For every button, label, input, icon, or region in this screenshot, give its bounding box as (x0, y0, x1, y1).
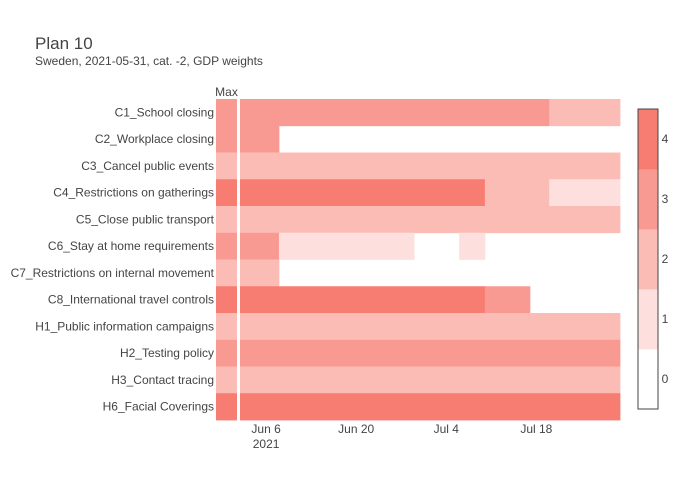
heatmap-cell (240, 366, 621, 394)
max-cell (216, 179, 237, 207)
heatmap-cell (240, 339, 621, 367)
x-tick-label: Jul 4 (434, 422, 460, 436)
heatmap-cell (240, 206, 621, 234)
row-label: H3_Contact tracing (111, 373, 214, 387)
row-label: C5_Close public transport (76, 212, 215, 226)
heatmap-cell (240, 232, 280, 260)
max-cell (216, 366, 237, 394)
max-cell (216, 313, 237, 341)
chart-subtitle: Sweden, 2021-05-31, cat. -2, GDP weights (35, 54, 263, 68)
row-label: C2_Workplace closing (95, 132, 214, 146)
row-label: C6_Stay at home requirements (48, 239, 214, 253)
colorbar-band (638, 349, 658, 410)
heatmap-cell (240, 259, 280, 287)
row-label: C1_School closing (115, 105, 214, 119)
heatmap-cell (240, 125, 280, 153)
row-label: C4_Restrictions on gatherings (53, 186, 214, 200)
x-tick-label: Jun 20 (338, 422, 374, 436)
x-tick-label: Jul 18 (520, 422, 552, 436)
max-cell (216, 393, 237, 421)
row-label: C8_International travel controls (48, 293, 214, 307)
max-cell (216, 339, 237, 367)
colorbar-outline (637, 108, 659, 410)
heatmap-cell (240, 99, 550, 127)
heatmap-cell (240, 286, 486, 314)
max-separator (237, 99, 240, 420)
heatmap-cell (549, 179, 621, 207)
max-cell (216, 286, 237, 314)
max-cell (216, 206, 237, 234)
row-label: C7_Restrictions on internal movement (11, 266, 215, 280)
colorbar-band (638, 169, 658, 230)
heatmap-cell (240, 313, 621, 341)
row-label: H2_Testing policy (120, 346, 214, 360)
colorbar-band (638, 229, 658, 290)
max-cell (216, 259, 237, 287)
row-label: H6_Facial Coverings (103, 400, 214, 414)
heatmap-cell (240, 393, 621, 421)
colorbar-tick-label: 3 (662, 192, 669, 206)
colorbar-tick-label: 1 (662, 312, 669, 326)
heatmap-cell (240, 152, 621, 180)
colorbar-tick-label: 0 (662, 372, 669, 386)
x-tick-label: Jun 6 (251, 422, 281, 436)
x-tick-sublabel: 2021 (253, 437, 280, 451)
max-cell (216, 232, 237, 260)
colorbar-band (638, 289, 658, 350)
max-cell (216, 152, 237, 180)
max-cell (216, 125, 237, 153)
heatmap-cell (484, 286, 531, 314)
heatmap-cell (459, 232, 486, 260)
row-label: H1_Public information campaigns (35, 319, 214, 333)
heatmap-cell (240, 179, 486, 207)
colorbar-tick-label: 4 (662, 132, 669, 146)
heatmap-cell (549, 99, 621, 127)
chart-title: Plan 10 (35, 34, 93, 53)
max-cell (216, 99, 237, 127)
row-label: C3_Cancel public events (81, 159, 214, 173)
heatmap-cell (484, 179, 550, 207)
heatmap-cell (278, 232, 415, 260)
colorbar-tick-label: 2 (662, 252, 669, 266)
colorbar-band (638, 109, 658, 170)
max-column-label: Max (215, 85, 238, 99)
